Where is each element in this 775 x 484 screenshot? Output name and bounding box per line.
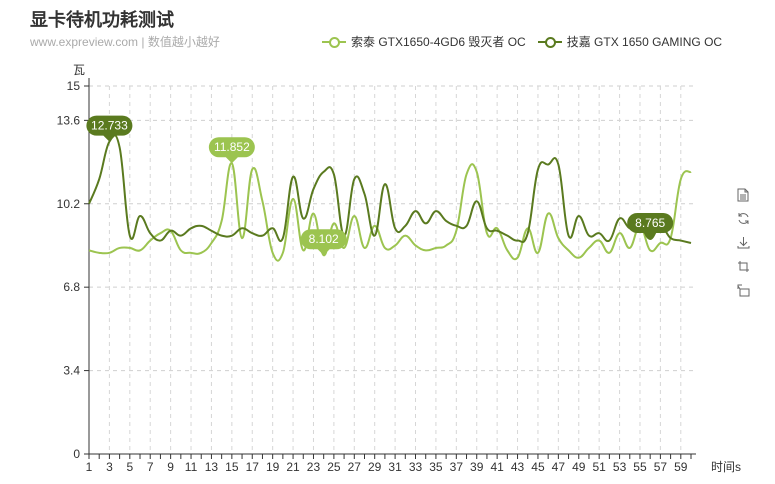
x-tick-label: 41: [490, 460, 504, 474]
x-tick-label: 29: [368, 460, 382, 474]
y-tick-label: 10.2: [57, 197, 81, 211]
x-tick-label: 17: [246, 460, 260, 474]
x-tick-label: 35: [429, 460, 443, 474]
legend-swatch-zotac: [322, 36, 346, 48]
x-tick-label: 27: [348, 460, 362, 474]
x-tick-label: 59: [674, 460, 688, 474]
annotation-marker: [300, 229, 347, 256]
y-tick-label: 6.8: [63, 280, 80, 294]
download-icon[interactable]: [736, 236, 750, 252]
x-tick-label: 45: [531, 460, 545, 474]
x-tick-label: 49: [572, 460, 586, 474]
x-tick-label: 7: [147, 460, 154, 474]
x-tick-label: 39: [470, 460, 484, 474]
x-axis-title: 时间s: [711, 460, 741, 474]
x-tick-label: 37: [450, 460, 464, 474]
y-tick-label: 15: [67, 79, 81, 93]
legend-item-gigabyte[interactable]: 技嘉 GTX 1650 GAMING OC: [537, 33, 723, 50]
x-tick-label: 53: [613, 460, 627, 474]
x-tick-label: 23: [307, 460, 321, 474]
annotation-label: 11.852: [214, 140, 250, 154]
x-tick-label: 51: [592, 460, 606, 474]
toolbox: [736, 188, 750, 300]
chart-subtitle: www.expreview.com | 数值越小越好: [30, 35, 220, 49]
series-line-1: [88, 134, 692, 244]
data-view-icon[interactable]: [736, 188, 750, 204]
annotation-label: 8.102: [309, 232, 339, 246]
x-tick-label: 13: [205, 460, 219, 474]
x-tick-label: 33: [409, 460, 423, 474]
y-tick-label: 13.6: [57, 113, 81, 127]
x-tick-label: 47: [552, 460, 566, 474]
chart-title: 显卡待机功耗测试: [30, 10, 174, 30]
zoom-icon[interactable]: [736, 260, 750, 276]
x-tick-label: 11: [185, 460, 198, 474]
annotation-label: 12.733: [91, 119, 128, 133]
annotation-label: 8.765: [635, 216, 665, 230]
x-tick-label: 57: [654, 460, 668, 474]
y-axis-title: 瓦: [73, 63, 85, 77]
annotation-marker: [86, 115, 133, 142]
y-tick-label: 3.4: [63, 364, 80, 378]
x-tick-label: 3: [106, 460, 113, 474]
refresh-icon[interactable]: [736, 212, 750, 228]
annotation-marker: [208, 137, 255, 164]
annotation-marker: [627, 212, 674, 239]
legend-label-gigabyte: 技嘉 GTX 1650 GAMING OC: [566, 35, 723, 49]
x-tick-label: 9: [167, 460, 174, 474]
x-tick-label: 5: [126, 460, 133, 474]
legend-item-zotac[interactable]: 索泰 GTX1650-4GD6 毁灭者 OC: [322, 33, 526, 50]
x-tick-label: 1: [86, 460, 93, 474]
legend-label-zotac: 索泰 GTX1650-4GD6 毁灭者 OC: [351, 35, 526, 49]
x-tick-label: 15: [225, 460, 239, 474]
legend: 索泰 GTX1650-4GD6 毁灭者 OC 技嘉 GTX 1650 GAMIN…: [322, 33, 722, 50]
x-tick-label: 55: [633, 460, 647, 474]
x-tick-label: 19: [266, 460, 280, 474]
x-tick-label: 25: [327, 460, 341, 474]
series-line-0: [88, 162, 692, 262]
legend-swatch-gigabyte: [537, 36, 562, 48]
x-tick-label: 43: [511, 460, 525, 474]
x-tick-label: 21: [286, 460, 300, 474]
zoom-reset-icon[interactable]: [736, 284, 750, 300]
y-tick-label: 0: [73, 447, 80, 461]
x-tick-label: 31: [388, 460, 402, 474]
